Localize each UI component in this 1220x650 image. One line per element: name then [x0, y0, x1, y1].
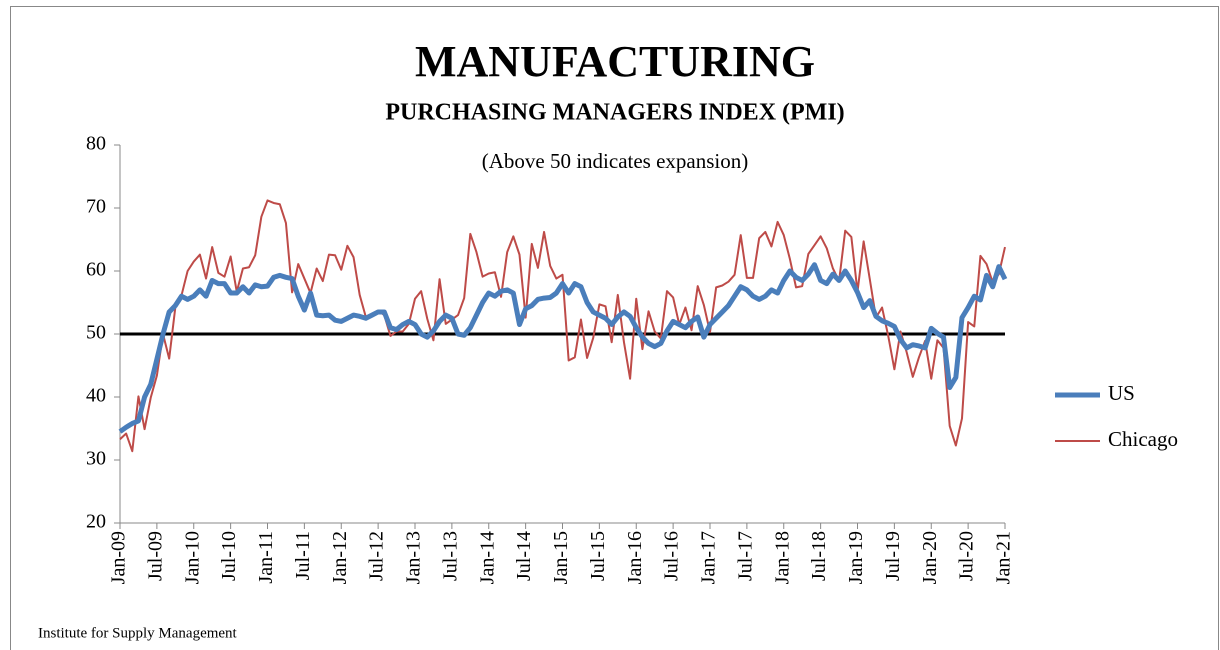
chart-frame	[10, 6, 1219, 650]
x-tick-label: Jan-09	[108, 531, 130, 584]
y-tick-label: 80	[86, 133, 106, 155]
source: Institute for Supply Management	[38, 625, 238, 641]
x-tick-label: Jul-13	[439, 531, 461, 581]
x-tick-label: Jan-11	[255, 531, 277, 584]
x-tick-label: Jul-18	[808, 531, 830, 581]
legend-label: Chicago	[1108, 427, 1178, 451]
x-tick-label: Jan-10	[181, 531, 203, 584]
chart-subtitle: PURCHASING MANAGERS INDEX (PMI)	[385, 100, 844, 126]
y-tick-label: 60	[86, 259, 106, 281]
annotation: (Above 50 indicates expansion)	[482, 149, 749, 173]
x-tick-label: Jan-18	[771, 531, 793, 584]
x-tick-label: Jan-13	[403, 531, 425, 584]
x-tick-label: Jan-19	[845, 531, 867, 584]
x-tick-label: Jan-20	[919, 531, 941, 584]
x-tick-label: Jan-12	[329, 531, 351, 584]
x-tick-label: Jul-19	[882, 531, 904, 581]
x-tick-label: Jul-17	[734, 531, 756, 581]
y-tick-label: 70	[86, 196, 106, 218]
y-tick-label: 50	[86, 322, 106, 344]
x-tick-label: Jan-14	[476, 531, 498, 584]
line-series	[118, 262, 1008, 434]
x-tick-label: Jul-15	[587, 531, 609, 581]
x-tick-label: Jul-14	[513, 531, 535, 581]
x-tick-label: Jan-17	[698, 531, 720, 584]
y-tick-label: 20	[86, 511, 106, 533]
x-tick-label: Jul-10	[218, 531, 240, 581]
y-tick-label: 40	[86, 385, 106, 407]
x-tick-label: Jul-20	[956, 531, 978, 581]
x-tick-label: Jul-09	[144, 531, 166, 581]
x-tick-label: Jan-21	[993, 531, 1015, 584]
y-tick-label: 30	[86, 448, 106, 470]
x-tick-label: Jul-11	[292, 531, 314, 580]
line-series	[119, 199, 1006, 453]
x-tick-label: Jan-16	[624, 531, 646, 584]
x-tick-label: Jan-15	[550, 531, 572, 584]
chart-title: MANUFACTURING	[415, 37, 815, 86]
x-tick-label: Jul-12	[366, 531, 388, 581]
x-tick-label: Jul-16	[661, 531, 683, 581]
legend-label: US	[1108, 381, 1135, 405]
